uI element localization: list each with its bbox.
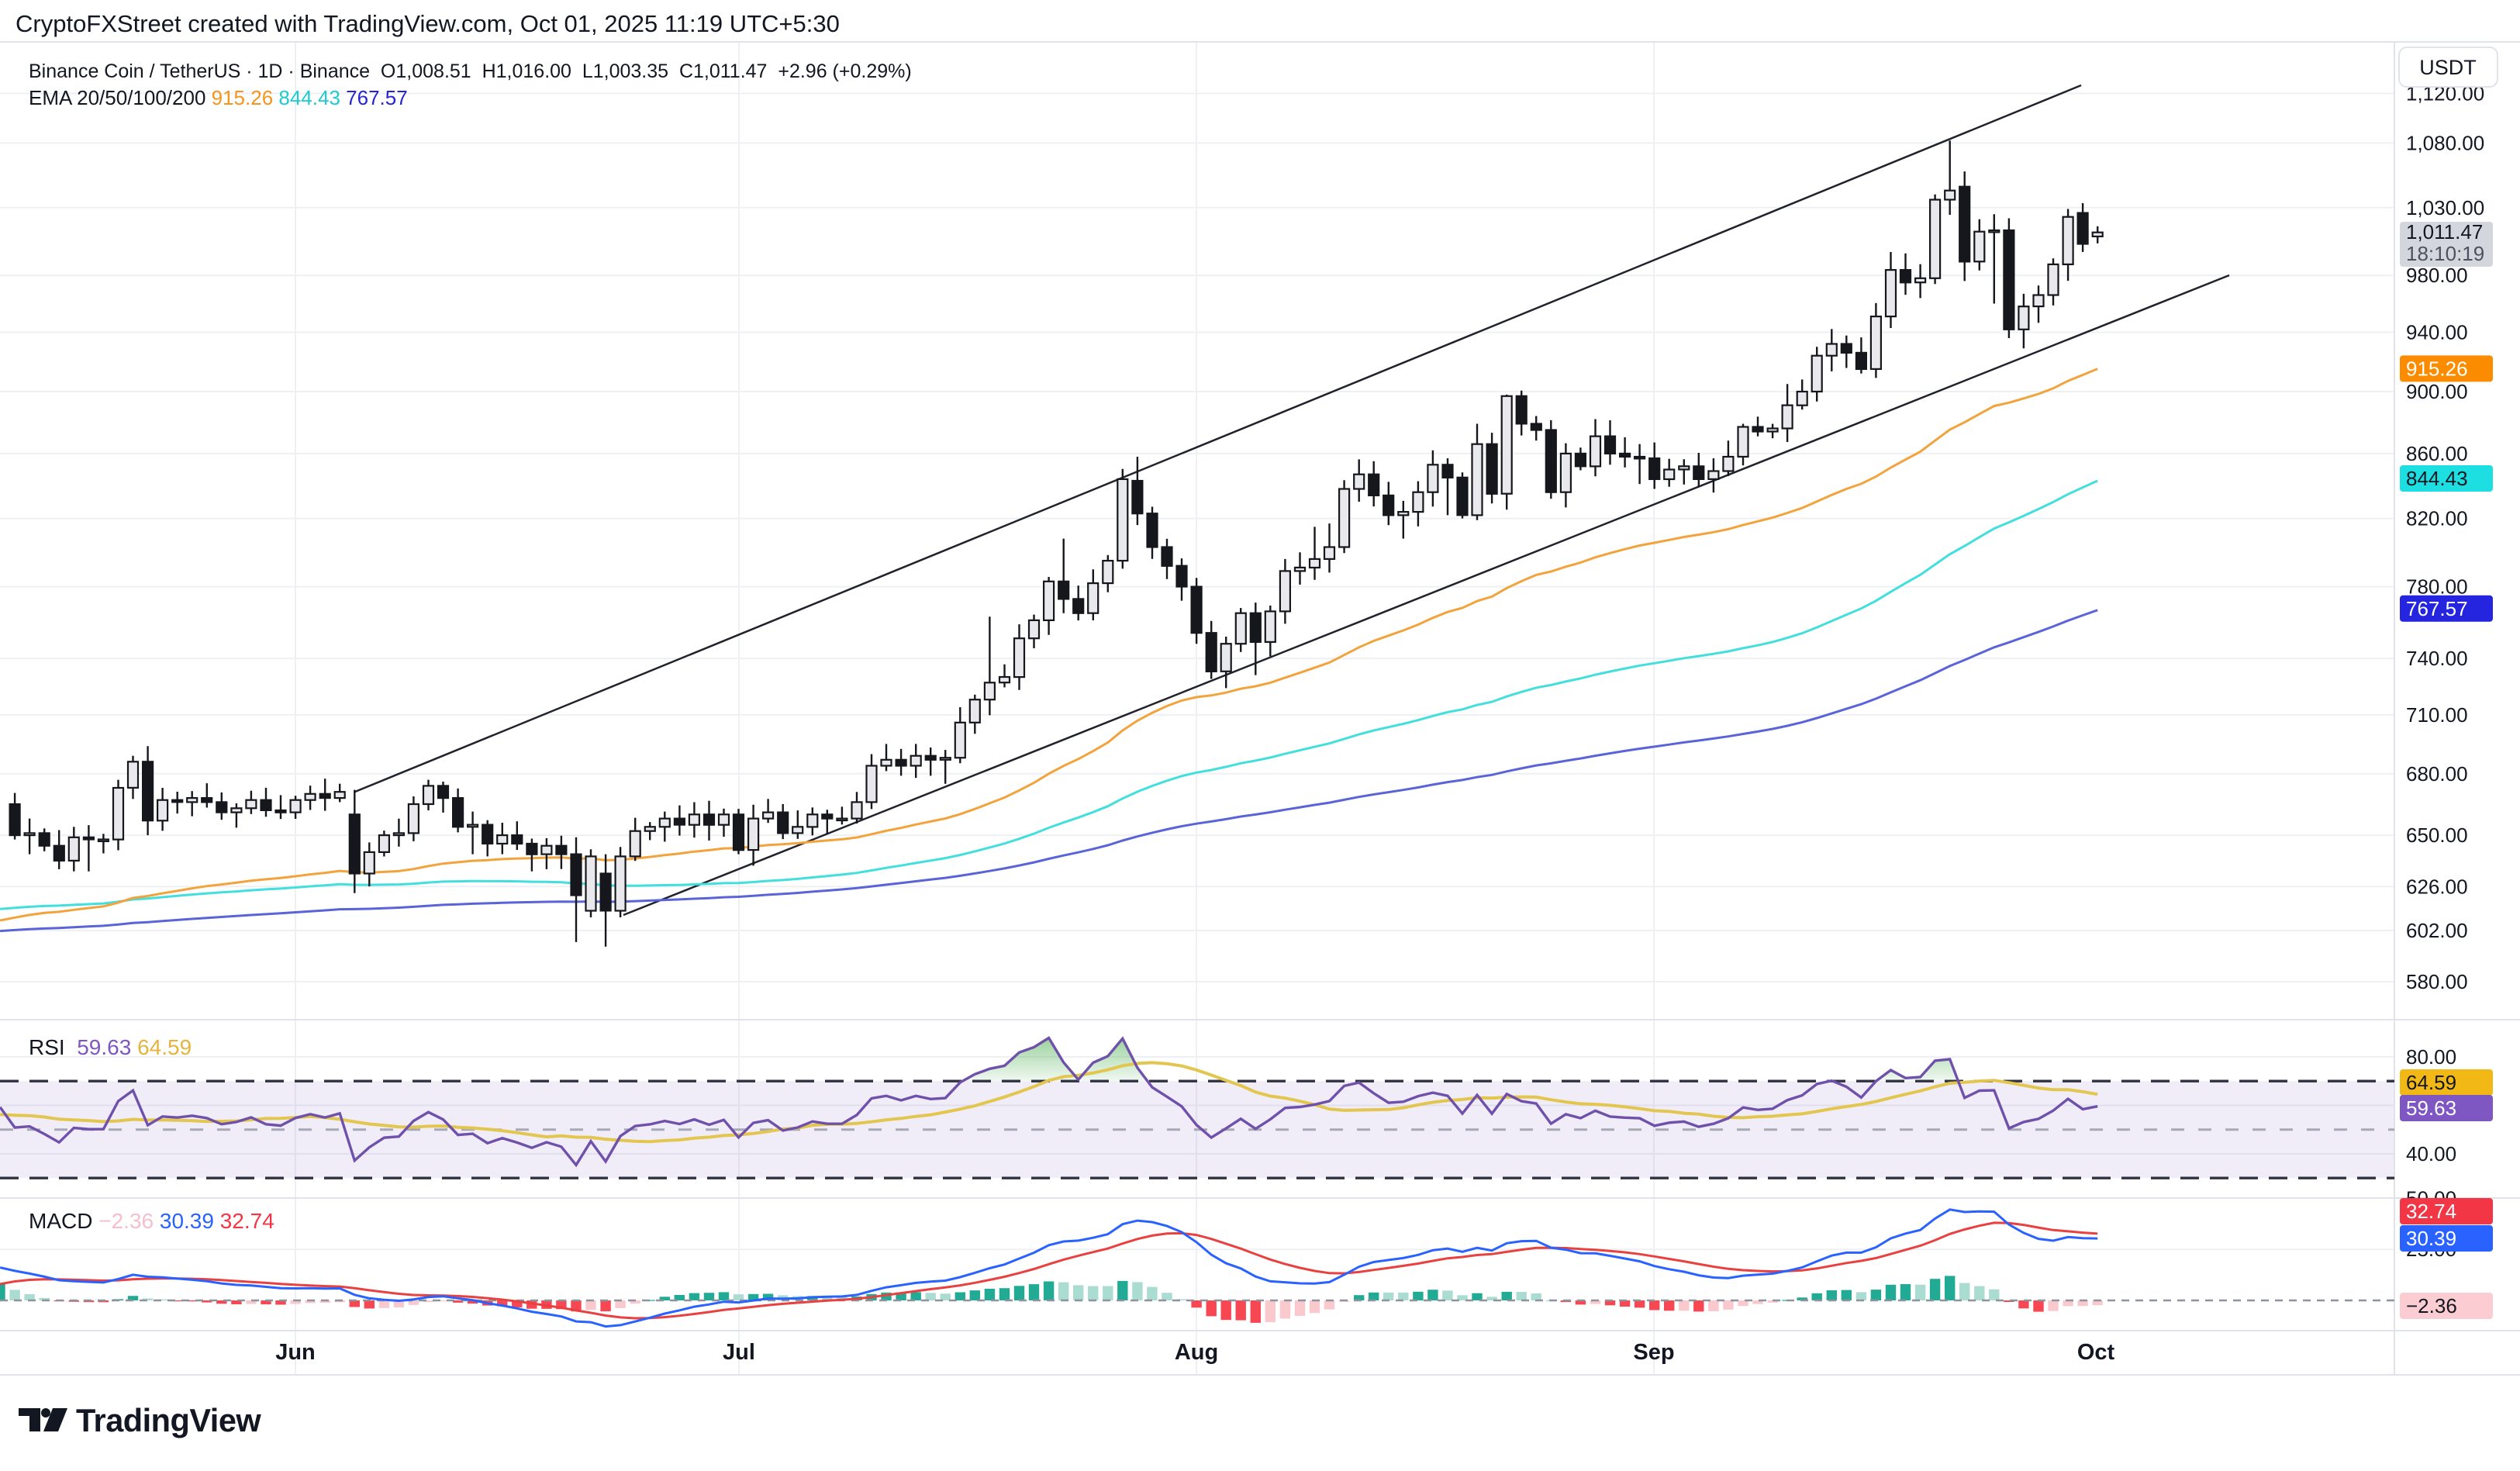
svg-text:710.00: 710.00	[2406, 703, 2468, 727]
svg-text:18:10:19: 18:10:19	[2406, 242, 2484, 265]
svg-text:CryptoFXStreet created with Tr: CryptoFXStreet created with TradingView.…	[16, 10, 840, 37]
svg-text:80.00: 80.00	[2406, 1045, 2456, 1069]
svg-text:Oct: Oct	[2077, 1340, 2115, 1365]
svg-text:740.00: 740.00	[2406, 647, 2468, 670]
svg-text:−2.36: −2.36	[2406, 1294, 2457, 1317]
svg-text:RSI 59.63 64.59: RSI 59.63 64.59	[29, 1035, 192, 1059]
svg-text:980.00: 980.00	[2406, 264, 2468, 287]
svg-text:860.00: 860.00	[2406, 442, 2468, 465]
svg-text:30.39: 30.39	[2406, 1227, 2456, 1250]
svg-text:1,011.47: 1,011.47	[2406, 220, 2483, 243]
svg-text:Binance Coin / TetherUS · 1D ·: Binance Coin / TetherUS · 1D · Binance O…	[29, 60, 912, 82]
svg-text:820.00: 820.00	[2406, 507, 2468, 530]
svg-text:1,030.00: 1,030.00	[2406, 196, 2484, 219]
svg-text:767.57: 767.57	[2406, 597, 2468, 620]
svg-text:USDT: USDT	[2419, 56, 2477, 79]
svg-text:780.00: 780.00	[2406, 575, 2468, 599]
svg-text:32.74: 32.74	[2406, 1200, 2456, 1223]
svg-text:680.00: 680.00	[2406, 762, 2468, 786]
svg-text:580.00: 580.00	[2406, 970, 2468, 993]
svg-text:40.00: 40.00	[2406, 1142, 2456, 1165]
svg-text:626.00: 626.00	[2406, 875, 2468, 898]
svg-text:64.59: 64.59	[2406, 1071, 2456, 1094]
svg-text:940.00: 940.00	[2406, 321, 2468, 344]
svg-text:1,080.00: 1,080.00	[2406, 131, 2484, 154]
svg-text:915.26: 915.26	[2406, 357, 2468, 380]
svg-text:650.00: 650.00	[2406, 824, 2468, 847]
svg-text:Jun: Jun	[275, 1340, 316, 1365]
svg-text:TradingView: TradingView	[76, 1402, 261, 1438]
svg-text:Aug: Aug	[1175, 1340, 1218, 1365]
svg-text:900.00: 900.00	[2406, 380, 2468, 403]
svg-text:844.43: 844.43	[2406, 467, 2468, 490]
svg-text:Jul: Jul	[723, 1340, 755, 1365]
svg-text:Sep: Sep	[1633, 1340, 1674, 1365]
svg-text:EMA 20/50/100/200 915.26 844.4: EMA 20/50/100/200 915.26 844.43 767.57	[29, 86, 408, 109]
svg-text:MACD −2.36 30.39 32.74: MACD −2.36 30.39 32.74	[29, 1209, 274, 1233]
svg-text:59.63: 59.63	[2406, 1096, 2456, 1120]
svg-text:602.00: 602.00	[2406, 919, 2468, 942]
